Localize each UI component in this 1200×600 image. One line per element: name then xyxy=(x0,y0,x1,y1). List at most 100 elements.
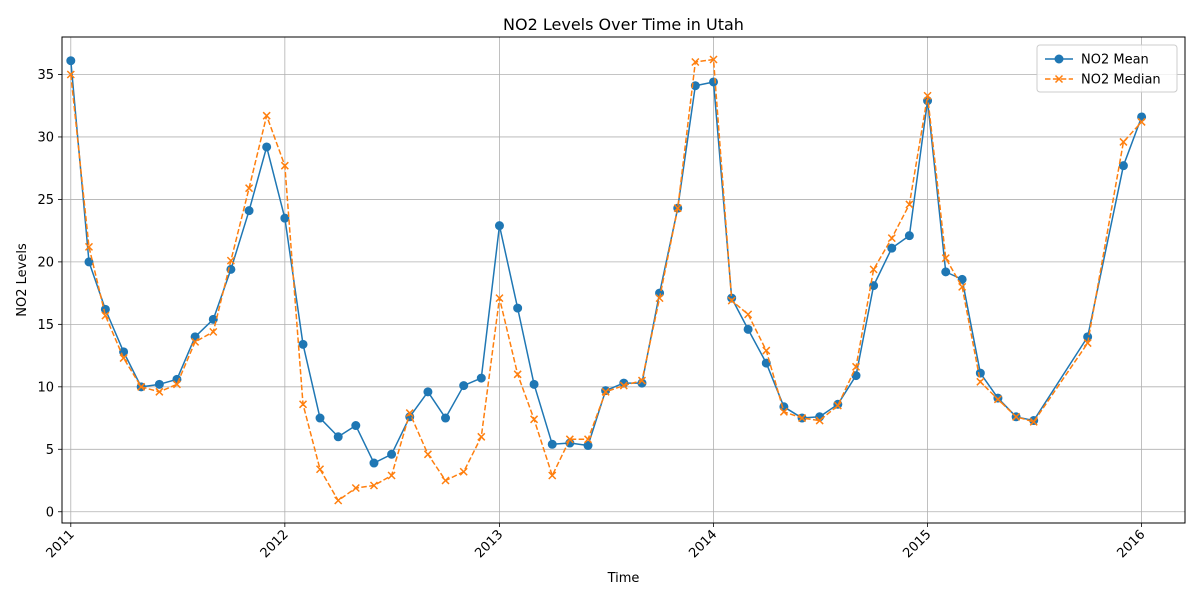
data-point-no2-mean xyxy=(743,324,753,334)
data-point-no2-median xyxy=(958,282,967,291)
legend-label-no2-median: NO2 Median xyxy=(1081,73,1161,88)
data-point-no2-median xyxy=(887,234,896,243)
data-point-no2-median xyxy=(191,337,200,346)
data-point-no2-median xyxy=(137,382,146,391)
data-point-no2-median xyxy=(245,184,254,193)
data-point-no2-median xyxy=(119,354,128,363)
data-point-no2-median xyxy=(226,256,235,265)
data-point-no2-median xyxy=(744,310,753,319)
data-point-no2-median xyxy=(405,409,414,418)
data-point-no2-median xyxy=(673,204,682,213)
data-point-no2-median xyxy=(298,400,308,409)
data-point-no2-mean xyxy=(904,231,914,241)
data-point-no2-median xyxy=(798,414,807,423)
data-point-no2-median xyxy=(941,254,950,263)
y-tick-label: 10 xyxy=(37,380,54,395)
x-axis-label: Time xyxy=(607,571,640,586)
data-point-no2-mean xyxy=(423,387,433,397)
data-point-no2-mean xyxy=(84,257,94,267)
data-point-no2-mean xyxy=(262,142,272,152)
data-point-no2-median xyxy=(209,327,218,336)
data-point-no2-mean xyxy=(709,77,719,87)
data-point-no2-mean xyxy=(369,458,379,468)
data-point-no2-median xyxy=(315,465,325,474)
y-tick-label: 20 xyxy=(37,255,54,270)
data-point-no2-median xyxy=(1119,137,1128,146)
data-point-no2-median xyxy=(477,432,486,441)
legend-items: NO2 Mean NO2 Median xyxy=(1045,53,1161,88)
data-point-no2-median xyxy=(762,346,771,355)
legend-marker-no2-median xyxy=(1054,74,1064,84)
data-point-no2-median xyxy=(655,294,664,303)
data-point-no2-median xyxy=(619,381,628,390)
data-point-no2-median xyxy=(387,471,396,480)
data-point-no2-median xyxy=(709,55,718,64)
data-point-no2-mean xyxy=(993,393,1003,403)
y-axis-ticks: 0 5 10 15 20 25 30 35 xyxy=(37,68,62,520)
y-tick-label: 35 xyxy=(37,68,54,83)
legend: NO2 Mean NO2 Median xyxy=(1036,44,1178,93)
data-point-no2-mean xyxy=(351,421,361,431)
data-point-no2-median xyxy=(779,407,788,416)
data-point-no2-mean xyxy=(975,368,985,378)
data-point-no2-median xyxy=(923,91,932,100)
data-point-no2-median xyxy=(66,70,75,79)
data-point-no2-median xyxy=(993,395,1002,404)
data-point-no2-median xyxy=(833,401,842,410)
data-point-no2-mean xyxy=(529,379,539,389)
y-tick-label: 15 xyxy=(37,318,54,333)
y-tick-label: 30 xyxy=(37,130,54,145)
y-tick-label: 5 xyxy=(46,443,54,458)
data-point-no2-median xyxy=(280,161,289,170)
data-point-no2-median xyxy=(334,496,343,505)
data-point-no2-mean xyxy=(333,432,343,442)
data-point-no2-median xyxy=(905,200,914,209)
data-point-no2-mean xyxy=(887,243,897,253)
data-point-no2-mean xyxy=(494,221,504,231)
data-point-no2-median xyxy=(262,111,271,120)
data-point-no2-median xyxy=(565,435,574,444)
legend-label-no2-mean: NO2 Mean xyxy=(1081,53,1149,68)
data-point-no2-mean xyxy=(441,413,451,423)
data-point-no2-median xyxy=(583,435,593,444)
data-point-no2-mean xyxy=(583,441,593,451)
data-point-no2-median xyxy=(513,370,522,379)
data-point-no2-mean xyxy=(66,56,76,66)
y-axis-label: NO2 Levels xyxy=(15,243,30,317)
data-point-no2-mean xyxy=(244,206,254,216)
data-point-no2-mean xyxy=(513,303,523,313)
legend-box xyxy=(1036,44,1178,93)
data-point-no2-median xyxy=(637,376,647,385)
data-point-no2-mean xyxy=(476,373,486,383)
legend-marker-no2-mean xyxy=(1054,54,1064,64)
data-point-no2-mean xyxy=(957,274,967,284)
data-point-no2-median xyxy=(815,416,824,425)
data-point-no2-mean xyxy=(280,213,290,223)
series-no2-median xyxy=(66,55,1146,505)
data-point-no2-mean xyxy=(315,413,325,423)
data-point-no2-mean xyxy=(547,439,557,449)
data-point-no2-median xyxy=(101,311,110,320)
data-point-no2-mean xyxy=(1118,161,1128,171)
series-line-no2-median xyxy=(70,58,1143,502)
series-line-no2-mean xyxy=(70,60,1143,464)
data-point-no2-mean xyxy=(761,358,771,368)
data-point-no2-mean xyxy=(154,379,164,389)
data-point-no2-mean xyxy=(459,381,469,391)
chart-title: NO2 Levels Over Time in Utah xyxy=(503,15,744,34)
data-point-no2-median xyxy=(1083,339,1092,348)
data-point-no2-median xyxy=(495,294,504,303)
data-point-no2-mean xyxy=(298,339,308,349)
data-point-no2-median xyxy=(172,380,181,389)
data-point-no2-median xyxy=(423,450,432,459)
data-point-no2-median xyxy=(869,265,878,274)
data-point-no2-median xyxy=(1137,117,1146,126)
data-point-no2-median xyxy=(691,57,700,67)
data-point-no2-mean xyxy=(387,449,397,459)
data-point-no2-median xyxy=(530,415,539,424)
data-point-no2-median xyxy=(84,242,94,251)
data-point-no2-mean xyxy=(941,267,951,277)
data-point-no2-mean xyxy=(869,281,879,291)
